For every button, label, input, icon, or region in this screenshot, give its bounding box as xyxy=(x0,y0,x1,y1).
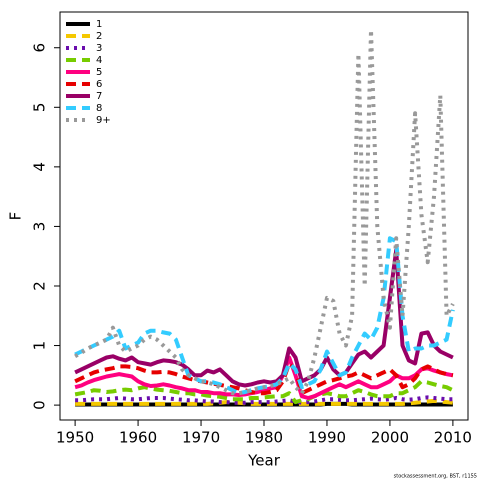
y-tick-label: 1 xyxy=(31,341,49,351)
y-tick-label: 4 xyxy=(31,162,49,172)
y-tick-label: 5 xyxy=(31,103,49,113)
series-line xyxy=(74,355,454,400)
x-tick-label: 2000 xyxy=(371,429,409,447)
series-line xyxy=(74,379,454,405)
legend-label: 8 xyxy=(96,103,102,114)
series-line xyxy=(74,248,454,388)
legend-label: 6 xyxy=(96,79,102,90)
legend-label: 2 xyxy=(96,31,102,42)
legend-label: 7 xyxy=(96,91,102,102)
legend-label: 9+ xyxy=(96,115,111,126)
series-line xyxy=(75,401,453,407)
series-line xyxy=(74,27,455,396)
y-tick-label: 3 xyxy=(31,222,49,232)
legend-label: 4 xyxy=(96,55,102,66)
footnote: stockassessment.org, BST, r1155 xyxy=(394,474,477,480)
legend-label: 1 xyxy=(96,19,102,30)
x-tick-label: 1950 xyxy=(56,429,94,447)
y-axis-label: F xyxy=(7,212,25,221)
y-tick-label: 2 xyxy=(31,281,49,291)
x-axis-label: Year xyxy=(247,452,281,470)
y-tick-label: 6 xyxy=(31,43,49,53)
x-tick-label: 1990 xyxy=(308,429,346,447)
y-tick-label: 0 xyxy=(31,400,49,410)
x-tick-label: 1980 xyxy=(245,429,283,447)
x-tick-label: 1970 xyxy=(182,429,220,447)
series-line xyxy=(74,361,454,396)
legend-label: 3 xyxy=(96,43,102,54)
x-tick-label: 2010 xyxy=(434,429,472,447)
x-tick-label: 1960 xyxy=(119,429,157,447)
legend-label: 5 xyxy=(96,67,102,78)
